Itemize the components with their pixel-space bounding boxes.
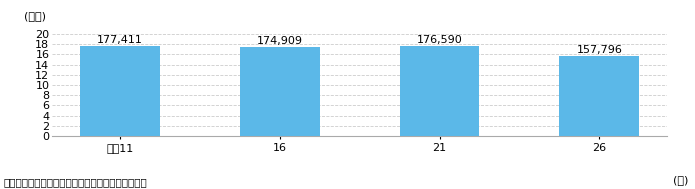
Text: (万円): (万円) bbox=[24, 11, 47, 21]
Text: 157,796: 157,796 bbox=[576, 45, 622, 55]
Text: 177,411: 177,411 bbox=[97, 35, 143, 45]
Text: 注：数値は、総務省「全国消費実態調査」による。: 注：数値は、総務省「全国消費実態調査」による。 bbox=[3, 177, 147, 187]
Text: 174,909: 174,909 bbox=[256, 36, 303, 46]
Bar bbox=[240, 47, 320, 136]
Bar bbox=[559, 56, 639, 136]
Text: (年): (年) bbox=[673, 175, 689, 185]
Bar bbox=[400, 46, 480, 136]
Bar bbox=[80, 46, 160, 136]
Text: 176,590: 176,590 bbox=[417, 35, 462, 45]
